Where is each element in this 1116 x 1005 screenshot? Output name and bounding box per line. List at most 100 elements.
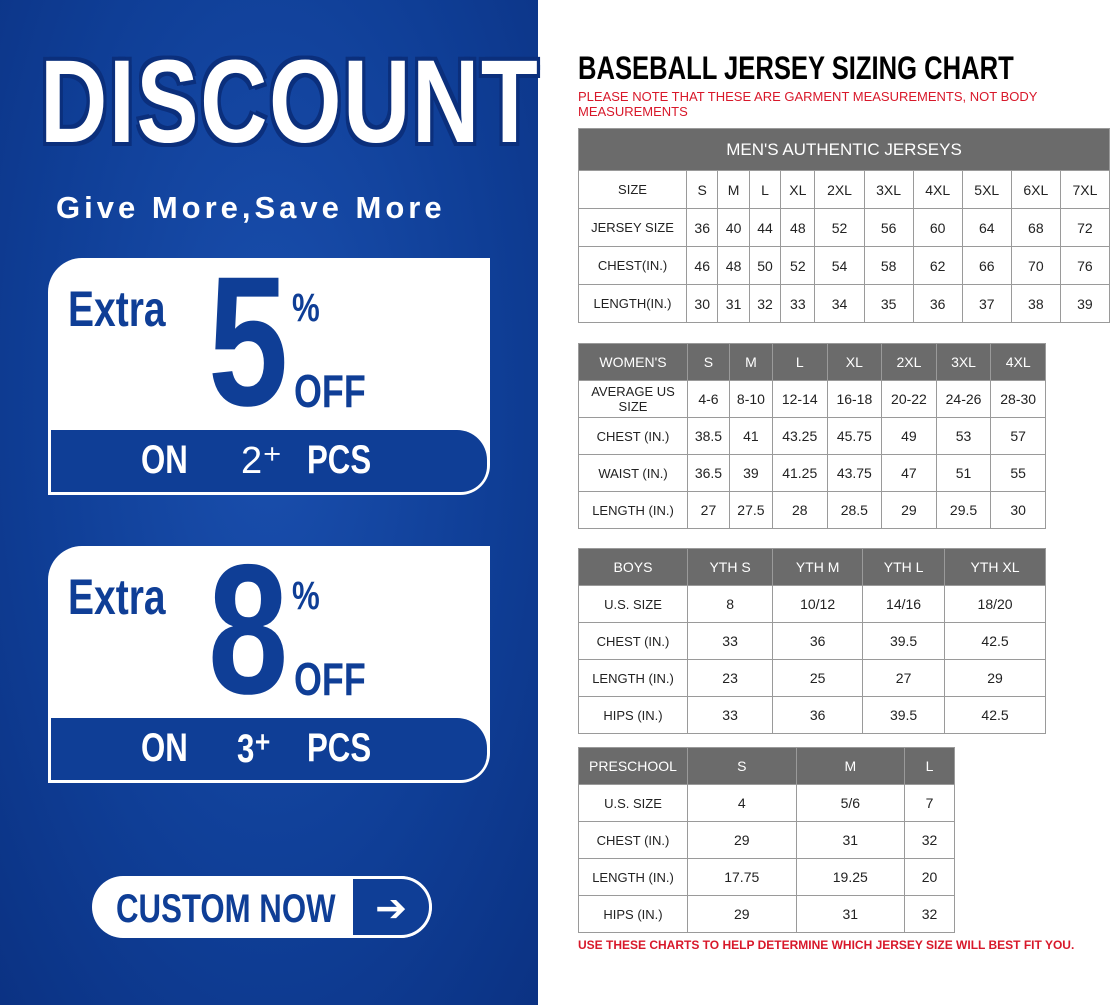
womens-size-table: WOMEN'S S M L XL 2XL 3XL 4XL AVERAGE US SIZE 4-6 8…	[578, 343, 1046, 529]
column-header: YTH XL	[944, 548, 1046, 586]
table-cell: 17.75	[687, 858, 797, 896]
table-cell: 58	[863, 246, 914, 285]
coupon-value: 5	[208, 258, 289, 445]
measurement-note: PLEASE NOTE THAT THESE ARE GARMENT MEASU…	[578, 89, 1038, 119]
table-cell: XL	[780, 170, 816, 209]
table-cell: 42.5	[944, 622, 1046, 660]
table-cell: 32	[904, 895, 955, 933]
coupon-pcs: PCS	[307, 438, 372, 482]
table-cell: 39	[1059, 284, 1111, 323]
table-cell: 52	[780, 246, 816, 285]
column-header: WOMEN'S	[578, 343, 688, 381]
custom-now-button[interactable]: CUSTOM NOW ➔	[92, 876, 432, 938]
table-cell: 49	[881, 417, 937, 455]
table-row: LENGTH (IN.) 27 27.5 28 28.5 29 29.5 30	[578, 491, 1046, 529]
table-cell: 5/6	[795, 784, 906, 822]
table-cell: 34	[814, 284, 865, 323]
table-cell: 70	[1010, 246, 1061, 285]
table-cell: 54	[814, 246, 865, 285]
table-cell: 53	[935, 417, 992, 455]
table-cell: 36	[685, 208, 719, 247]
table-cell: 25	[772, 659, 864, 697]
coupon-qty: 2⁺	[241, 440, 283, 482]
coupon-qty: 3⁺	[237, 727, 271, 771]
table-row: CHEST (IN.) 38.5 41 43.25 45.75 49 53 57	[578, 417, 1046, 455]
table-row: U.S. SIZE 4 5/6 7	[578, 784, 955, 822]
table-row: SIZE S M L XL 2XL 3XL 4XL 5XL 6XL 7XL	[578, 170, 1111, 209]
table-banner: MEN'S AUTHENTIC JERSEYS	[578, 128, 1110, 171]
row-label: SIZE	[578, 170, 687, 209]
table-cell: 18/20	[944, 585, 1046, 623]
coupon-off: OFF	[294, 365, 366, 417]
row-label: CHEST(IN.)	[578, 246, 687, 285]
coupon-5-percent: Extra 5 % OFF ON 2⁺ PCS	[48, 258, 490, 495]
table-cell: 8-10	[728, 380, 773, 418]
table-cell: 33	[686, 696, 774, 734]
table-row: AVERAGE US SIZE 4-6 8-10 12-14 16-18 20-22 24-…	[578, 380, 1046, 418]
table-row: LENGTH(IN.) 30 31 32 33 34 35 36 37 38 39	[578, 284, 1111, 323]
table-cell: 32	[748, 284, 782, 323]
table-cell: 29	[944, 659, 1046, 697]
column-header: S	[687, 343, 730, 381]
table-cell: 31	[795, 821, 906, 859]
table-cell: 76	[1059, 246, 1111, 285]
table-cell: 48	[780, 208, 816, 247]
table-cell: 2XL	[814, 170, 865, 209]
table-header-row: BOYS YTH S YTH M YTH L YTH XL	[578, 548, 1046, 586]
table-cell: 60	[912, 208, 963, 247]
column-header: M	[795, 747, 906, 785]
table-cell: 29.5	[935, 491, 992, 529]
table-cell: 4XL	[912, 170, 963, 209]
table-cell: 46	[685, 246, 719, 285]
row-label: LENGTH (IN.)	[578, 858, 688, 896]
table-cell: 29	[687, 821, 797, 859]
coupon-8-percent: Extra 8 % OFF ON 3⁺ PCS	[48, 546, 490, 783]
column-header: M	[728, 343, 773, 381]
column-header: L	[771, 343, 828, 381]
coupon-value: 8	[208, 546, 289, 733]
promo-banner: DISCOUNT Give More,Save More Extra 5 % O…	[0, 0, 540, 1005]
table-cell: 28.5	[826, 491, 883, 529]
table-cell: 27	[687, 491, 730, 529]
table-cell: 31	[717, 284, 750, 323]
table-cell: 29	[687, 895, 797, 933]
row-label: LENGTH (IN.)	[578, 491, 688, 529]
column-header: L	[904, 747, 955, 785]
row-label: HIPS (IN.)	[578, 696, 688, 734]
table-row: LENGTH (IN.) 17.75 19.25 20	[578, 858, 955, 896]
table-cell: L	[748, 170, 782, 209]
column-header: XL	[826, 343, 883, 381]
table-cell: 52	[814, 208, 865, 247]
table-banner-row: MEN'S AUTHENTIC JERSEYS	[578, 128, 1110, 171]
chart-footer-note: USE THESE CHARTS TO HELP DETERMINE WHICH…	[578, 938, 1075, 952]
table-cell: 23	[686, 659, 774, 697]
table-cell: 19.25	[795, 858, 906, 896]
table-cell: 41	[728, 417, 773, 455]
table-cell: 33	[686, 622, 774, 660]
boys-size-table: BOYS YTH S YTH M YTH L YTH XL U.S. SIZE 8 10/12…	[578, 548, 1046, 734]
discount-headline: DISCOUNT	[39, 35, 540, 170]
column-header: YTH L	[862, 548, 946, 586]
table-cell: 40	[717, 208, 750, 247]
coupon-extra: Extra	[68, 281, 166, 337]
column-header: BOYS	[578, 548, 688, 586]
column-header: 4XL	[990, 343, 1046, 381]
table-cell: 66	[961, 246, 1012, 285]
table-row: CHEST (IN.) 33 36 39.5 42.5	[578, 622, 1046, 660]
table-header-row: WOMEN'S S M L XL 2XL 3XL 4XL	[578, 343, 1046, 381]
table-cell: 36.5	[687, 454, 730, 492]
table-cell: 7	[904, 784, 955, 822]
table-cell: 50	[748, 246, 782, 285]
table-cell: 43.75	[826, 454, 883, 492]
table-row: JERSEY SIZE 36 40 44 48 52 56 60 64 68 72	[578, 208, 1111, 247]
table-row: CHEST(IN.) 46 48 50 52 54 58 62 66 70 76	[578, 246, 1111, 285]
column-header: YTH M	[772, 548, 864, 586]
table-cell: 7XL	[1059, 170, 1111, 209]
table-cell: 6XL	[1010, 170, 1061, 209]
table-cell: 12-14	[771, 380, 828, 418]
table-cell: 33	[780, 284, 816, 323]
table-cell: 36	[912, 284, 963, 323]
table-cell: 27.5	[728, 491, 773, 529]
table-row: LENGTH (IN.) 23 25 27 29	[578, 659, 1046, 697]
table-cell: S	[685, 170, 719, 209]
